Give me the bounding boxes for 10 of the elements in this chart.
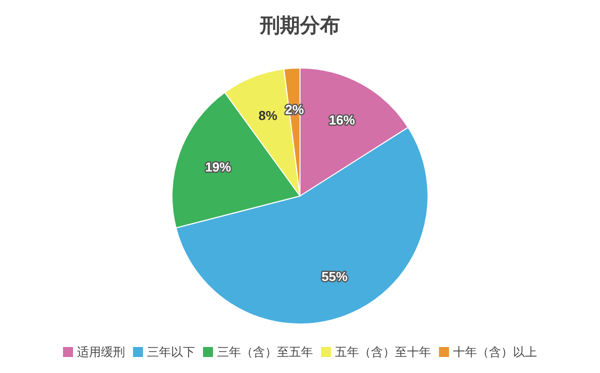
- legend-label: 三年以下: [147, 345, 195, 359]
- legend-label: 三年（含）至五年: [217, 345, 313, 359]
- chart-title: 刑期分布: [259, 15, 340, 37]
- legend-label: 十年（含）以上: [453, 345, 537, 359]
- data-label: 55%: [322, 268, 348, 284]
- legend-label: 五年（含）至十年: [335, 345, 431, 359]
- legend-label: 适用缓刑: [77, 345, 125, 359]
- data-label: 16%: [328, 112, 356, 128]
- data-label: 8%: [258, 108, 278, 124]
- data-label: 19%: [205, 160, 232, 175]
